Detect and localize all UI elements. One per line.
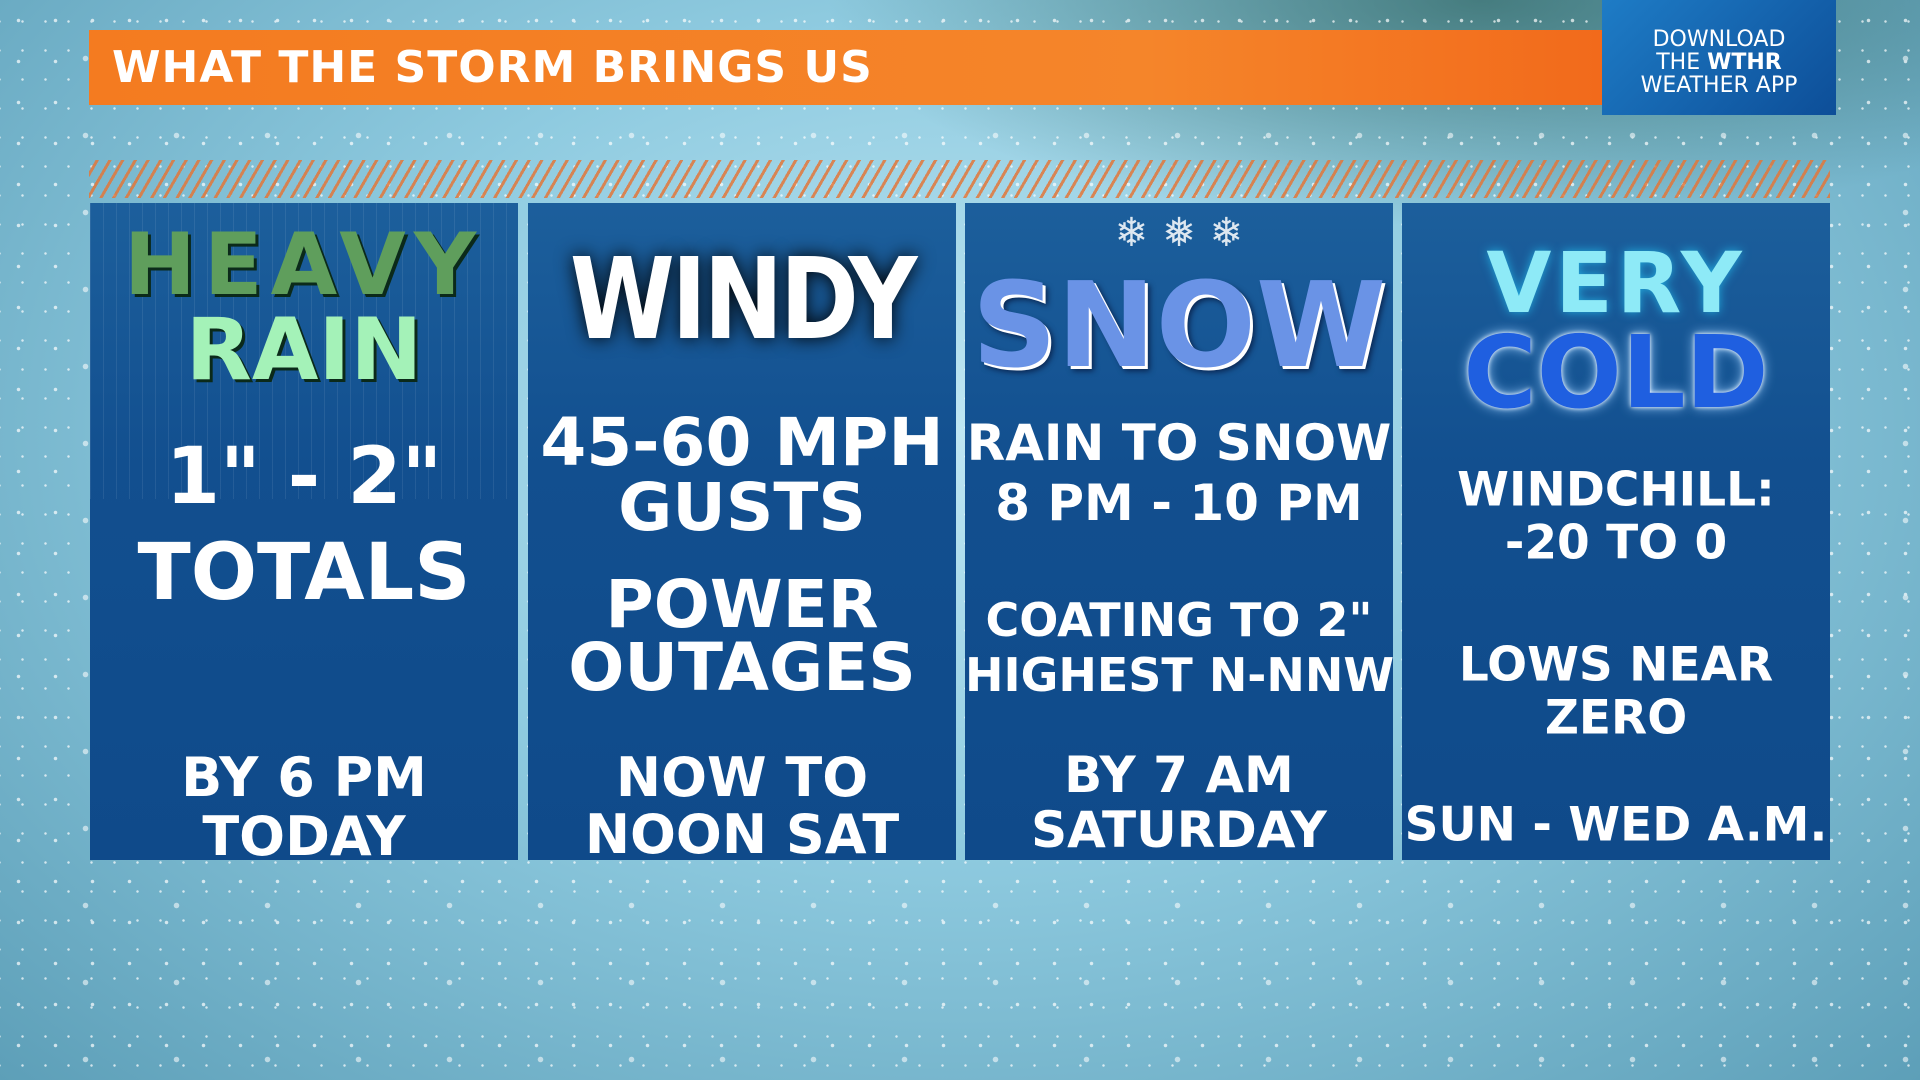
app-promo-box: DOWNLOAD THE WTHR WEATHER APP <box>1602 0 1836 115</box>
title-banner: WHAT THE STORM BRINGS US <box>89 30 1602 105</box>
banner-title: WHAT THE STORM BRINGS US <box>112 42 873 93</box>
panel-time-line: SATURDAY <box>1031 801 1327 859</box>
panel-detail-line: WINDCHILL: <box>1457 462 1775 518</box>
panel-time-line: NOW TO <box>615 746 869 809</box>
panel-detail-line: LOWS NEAR <box>1458 637 1774 693</box>
panel-detail-line: COATING TO 2" <box>985 593 1373 647</box>
panel-heavy-rain: HEAVY RAIN 1" - 2" TOTALS BY 6 PM TODAY <box>90 203 518 860</box>
panel-detail-line: ZERO <box>1544 690 1688 746</box>
panel-windy: WINDY 45-60 MPH GUSTS POWER OUTAGES NOW … <box>528 203 956 860</box>
panel-title-line: HEAVY <box>123 215 485 315</box>
app-promo-prefix: THE <box>1656 50 1708 75</box>
app-promo-line1: DOWNLOAD <box>1652 27 1786 52</box>
panel-time-line: BY 7 AM <box>1064 746 1294 804</box>
panel-time-line: SUN - WED A.M. <box>1404 797 1828 853</box>
app-promo-line3: WEATHER APP <box>1640 73 1798 98</box>
panel-detail-line: 45-60 MPH <box>540 404 944 481</box>
panel-time-line: TODAY <box>202 805 406 861</box>
panel-snow: ❄ ❅ ❄ SNOW RAIN TO SNOW 8 PM - 10 PM COA… <box>965 203 1393 860</box>
wthr-brand: WTHR <box>1707 50 1782 75</box>
panel-detail-line: TOTALS <box>137 528 471 618</box>
snowflake-icons: ❄ ❅ ❄ <box>1114 210 1244 256</box>
panel-title-line: WINDY <box>569 235 918 365</box>
panel-detail-line: -20 TO 0 <box>1504 515 1728 571</box>
panel-time-line: BY 6 PM <box>181 746 427 809</box>
panel-title-line: RAIN <box>185 300 423 400</box>
app-promo-line2: THE WTHR <box>1656 51 1782 74</box>
panel-time-line: NOON SAT <box>584 803 900 861</box>
rain-streaks <box>90 203 518 499</box>
panel-detail-line: HIGHEST N-NNW <box>965 648 1393 702</box>
panel-detail-line: 8 PM - 10 PM <box>995 474 1363 532</box>
panel-detail-line: 1" - 2" <box>165 432 443 522</box>
panel-detail-line: OUTAGES <box>568 629 916 706</box>
panel-detail-line: GUSTS <box>618 469 866 546</box>
panel-title-line: SNOW <box>971 256 1387 394</box>
panel-detail-line: RAIN TO SNOW <box>966 414 1392 472</box>
hazard-stripe-divider <box>89 160 1830 198</box>
panel-very-cold: VERY COLD WINDCHILL: -20 TO 0 LOWS NEAR … <box>1402 203 1830 860</box>
panel-title-line: VERY <box>1486 234 1746 332</box>
panel-detail-line: POWER <box>605 566 879 643</box>
panel-title-line: COLD <box>1463 314 1769 431</box>
